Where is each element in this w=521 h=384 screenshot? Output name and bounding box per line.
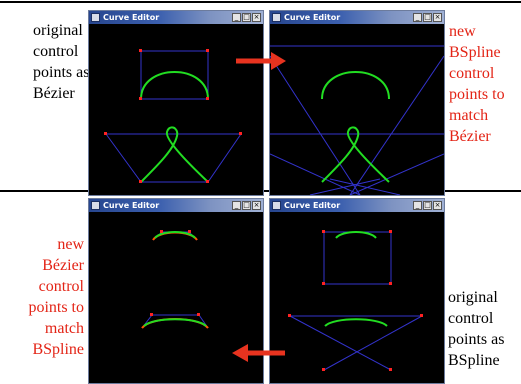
- control-point[interactable]: [150, 313, 153, 316]
- minimize-button[interactable]: _: [232, 13, 241, 22]
- curve-canvas[interactable]: [89, 212, 263, 383]
- curve-canvas[interactable]: [270, 212, 444, 383]
- window-title: Curve Editor: [103, 13, 160, 22]
- caption-new-bspline: new BSpline control points to match Bézi…: [449, 23, 505, 145]
- control-point[interactable]: [239, 132, 242, 135]
- left-arrow-icon: [232, 344, 285, 362]
- window-icon: [272, 13, 281, 22]
- curve-editor-window-original-bspline[interactable]: Curve Editor _ □ ×: [269, 198, 445, 384]
- window-icon: [91, 13, 100, 22]
- window-titlebar[interactable]: Curve Editor _ □ ×: [270, 11, 444, 24]
- bspline-control-polygon: [270, 45, 444, 195]
- bspline-curve: [321, 71, 390, 100]
- window-titlebar[interactable]: Curve Editor _ □ ×: [89, 199, 263, 212]
- control-point[interactable]: [322, 230, 325, 233]
- control-point[interactable]: [389, 230, 392, 233]
- window-title: Curve Editor: [103, 201, 160, 210]
- control-polygon: [141, 314, 209, 329]
- control-polygon: [105, 133, 242, 183]
- control-point[interactable]: [160, 230, 163, 233]
- bezier-curve: [140, 126, 209, 183]
- control-polygon: [323, 315, 423, 371]
- close-button[interactable]: ×: [433, 201, 442, 210]
- bezier-curve: [140, 71, 209, 100]
- bspline-curve: [154, 231, 196, 239]
- top-rule: [0, 1, 521, 3]
- maximize-button[interactable]: □: [242, 13, 251, 22]
- curve-canvas[interactable]: [89, 24, 263, 195]
- control-point[interactable]: [389, 368, 392, 371]
- control-point[interactable]: [206, 49, 209, 52]
- window-titlebar[interactable]: Curve Editor _ □ ×: [270, 199, 444, 212]
- control-point[interactable]: [206, 97, 209, 100]
- curve-editor-window-original-bezier[interactable]: Curve Editor _ □ ×: [88, 10, 264, 196]
- bspline-curve: [143, 318, 207, 327]
- caption-original-bspline: original control points as BSpline: [448, 289, 505, 369]
- maximize-button[interactable]: □: [423, 13, 432, 22]
- control-point[interactable]: [206, 180, 209, 183]
- minimize-button[interactable]: _: [232, 201, 241, 210]
- close-button[interactable]: ×: [252, 13, 261, 22]
- control-point[interactable]: [139, 97, 142, 100]
- caption-new-bezier: new Bézier control points to match BSpli…: [28, 236, 84, 358]
- control-point[interactable]: [322, 368, 325, 371]
- bspline-curve: [321, 126, 390, 183]
- curve-editor-window-new-bspline[interactable]: Curve Editor _ □ ×: [269, 10, 445, 196]
- window-icon: [272, 201, 281, 210]
- control-point[interactable]: [104, 132, 107, 135]
- bspline-curve: [324, 318, 388, 327]
- control-polygon: [141, 50, 209, 99]
- maximize-button[interactable]: □: [242, 201, 251, 210]
- window-titlebar[interactable]: Curve Editor _ □ ×: [89, 11, 263, 24]
- control-point[interactable]: [139, 180, 142, 183]
- minimize-button[interactable]: _: [413, 13, 422, 22]
- window-title: Curve Editor: [284, 201, 341, 210]
- window-icon: [91, 201, 100, 210]
- curve-canvas[interactable]: [270, 24, 444, 195]
- minimize-button[interactable]: _: [413, 201, 422, 210]
- control-polygon: [323, 231, 392, 285]
- control-point[interactable]: [420, 314, 423, 317]
- right-arrow-icon: [236, 52, 286, 70]
- control-polygon: [140, 51, 208, 100]
- maximize-button[interactable]: □: [423, 201, 432, 210]
- control-point[interactable]: [188, 230, 191, 233]
- control-point[interactable]: [288, 314, 291, 317]
- caption-original-bezier: original control points as Bézier: [33, 22, 90, 102]
- bezier-curve: [141, 318, 209, 329]
- control-point[interactable]: [322, 282, 325, 285]
- control-point[interactable]: [139, 49, 142, 52]
- window-title: Curve Editor: [284, 13, 341, 22]
- bspline-curve: [335, 231, 377, 239]
- close-button[interactable]: ×: [433, 13, 442, 22]
- control-polygon: [289, 315, 392, 371]
- close-button[interactable]: ×: [252, 201, 261, 210]
- control-point[interactable]: [389, 282, 392, 285]
- control-point[interactable]: [197, 313, 200, 316]
